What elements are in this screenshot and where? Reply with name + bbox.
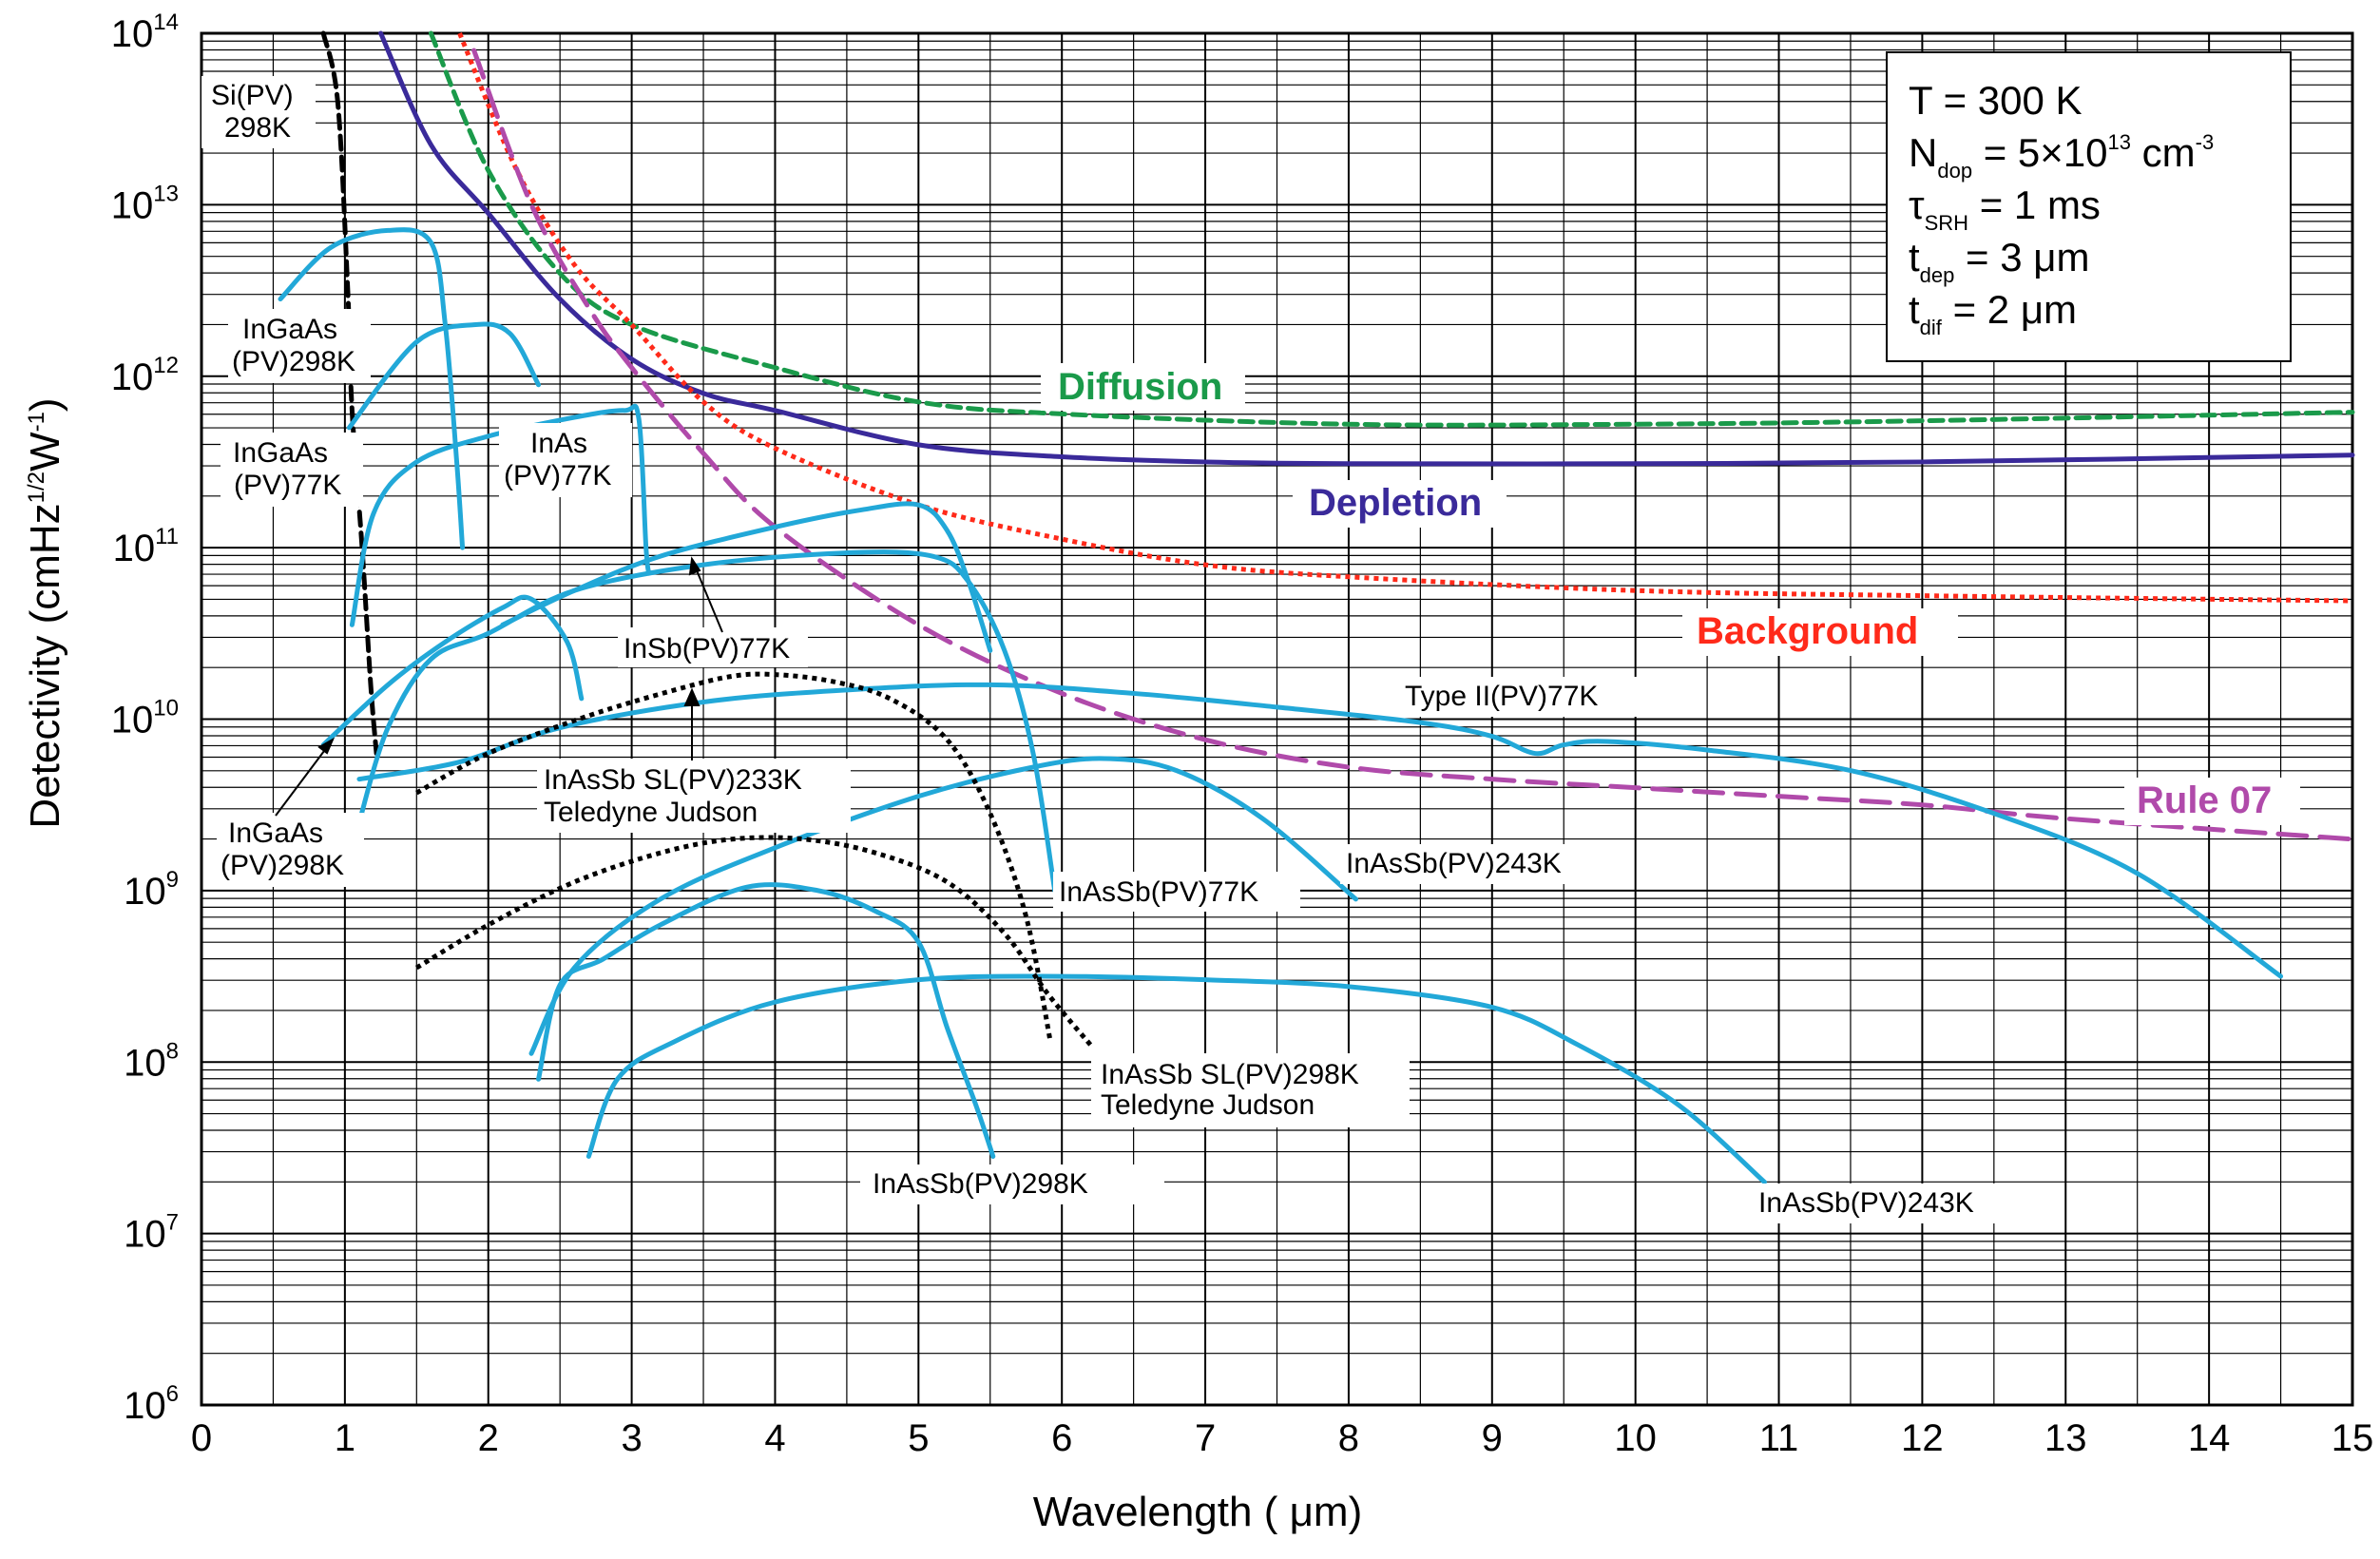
label-diffusion: Diffusion [1058,366,1222,408]
conditions-box: T = 300 K Ndop = 5×1013 cm-3 τSRH = 1 ms… [1886,51,2292,362]
y-tick-label: 1012 [111,353,179,398]
series-ingaas-pv-77k [346,321,542,431]
condition-temperature: T = 300 K [1909,78,2082,123]
condition-doping: Ndop = 5×1013 cm-3 [1909,130,2214,183]
series-si-pv-298k [320,30,379,757]
condition-tau-srh: τSRH = 1 ms [1909,183,2101,235]
x-tick-label: 14 [2188,1417,2231,1459]
series-inas-pv-77k [349,403,652,627]
label-ingaas298-top-line1: InGaAs [242,314,337,345]
series-diffusion [428,30,2355,428]
series-inassb-pv-243k-low [585,973,1767,1185]
y-tick-label: 1010 [111,696,179,741]
curve-labels: Si(PV) 298K InGaAs (PV)298K InGaAs (PV)7… [202,76,2300,1223]
x-tick-label: 13 [2044,1417,2087,1459]
y-axis-title-main: Detectivity (cmHz [22,503,68,828]
label-inassb298: InAsSb(PV)298K [873,1168,1088,1200]
series-depletion [378,30,2355,467]
arrowhead-sl233 [683,687,701,706]
label-sl298-line1: InAsSb SL(PV)298K [1101,1059,1359,1090]
label-rule07: Rule 07 [2137,780,2272,821]
x-tick-label: 10 [1614,1417,1657,1459]
x-axis-title: Wavelength ( μm) [1033,1489,1362,1535]
plot-border [200,31,2354,1407]
x-tick-label: 9 [1482,1417,1503,1459]
y-tick-label: 1013 [111,181,179,226]
series-inassb-sl-pv-298k-teledyne-judson [415,835,1093,1047]
label-sl298-line2: Teledyne Judson [1101,1089,1315,1121]
label-inassb77: InAsSb(PV)77K [1059,876,1258,908]
y-tick-label: 1011 [113,524,179,569]
x-tick-labels: 0 1 2 3 4 5 6 7 8 9 10 11 12 13 14 15 [191,1417,2373,1459]
series-rule-07 [471,48,2355,842]
x-tick-label: 11 [1759,1417,1799,1459]
x-tick-label: 4 [764,1417,785,1459]
condition-t-dep: tdep = 3 μm [1909,235,2089,287]
label-inas77-line1: InAs [530,428,587,459]
series-ingaas-pv-298k [278,227,466,550]
arrow-ingaas298-bottom [275,739,334,817]
y-tick-label: 107 [124,1210,179,1256]
label-type-ii-77k: Type II(PV)77K [1405,681,1598,712]
x-tick-label: 6 [1051,1417,1072,1459]
series-inassb-sl-pv-233k-teledyne-judson [415,671,1053,1043]
y-tick-label: 106 [124,1381,179,1427]
x-tick-label: 5 [908,1417,929,1459]
label-ingaas298-top-line2: (PV)298K [232,346,355,377]
label-sl233-line1: InAsSb SL(PV)233K [544,764,802,796]
x-tick-label: 8 [1338,1417,1359,1459]
x-tick-label: 12 [1901,1417,1944,1459]
y-axis-title-end: ) [22,397,68,412]
label-background: Background [1697,610,1918,652]
x-tick-label: 15 [2332,1417,2374,1459]
series-inassb-pv-77k [356,549,1058,894]
condition-t-dif: tdif = 2 μm [1909,287,2077,339]
label-sl233-line2: Teledyne Judson [544,797,758,828]
series-ingaas-pv-298k-low [320,594,585,748]
label-ingaas298-bottom-line2: (PV)298K [221,850,344,881]
y-axis-title: Detectivity (cmHz1/2W-1) [22,397,68,828]
label-inas77-line2: (PV)77K [504,460,611,491]
x-tick-label: 3 [621,1417,642,1459]
y-tick-label: 109 [124,867,179,913]
label-ingaas77-line2: (PV)77K [234,470,341,501]
series-lines [278,30,2355,1185]
y-axis-title-sup2: -1 [24,412,49,432]
x-tick-label: 2 [478,1417,499,1459]
label-si-line1: Si(PV) [211,80,294,111]
series-insb-pv-77k [500,501,993,653]
y-tick-labels: 106 107 108 109 1010 1011 1012 1013 1014 [111,10,179,1427]
annotation-arrows [275,556,723,817]
x-tick-label: 7 [1195,1417,1216,1459]
plot-frame [200,31,2354,1407]
x-tick-label: 0 [191,1417,212,1459]
label-depletion: Depletion [1309,482,1482,524]
y-axis-title-w: W [22,432,68,472]
label-si-line2: 298K [224,112,291,144]
y-axis-title-sup1: 1/2 [24,472,49,503]
y-tick-label: 108 [124,1038,179,1084]
label-ingaas77-line1: InGaAs [233,437,328,469]
label-insb77: InSb(PV)77K [624,633,790,664]
arrowhead-insb77 [688,556,701,576]
series-inassb-pv-243k [528,756,1358,1056]
x-tick-label: 1 [335,1417,355,1459]
label-inassb243-upper: InAsSb(PV)243K [1346,848,1562,879]
arrowhead-ingaas298-bottom [317,737,336,755]
label-inassb243-lower: InAsSb(PV)243K [1758,1187,1974,1219]
y-tick-label: 1014 [111,10,179,55]
label-ingaas298-bottom-line1: InGaAs [228,818,323,849]
series-inassb-pv-298k [536,882,996,1159]
